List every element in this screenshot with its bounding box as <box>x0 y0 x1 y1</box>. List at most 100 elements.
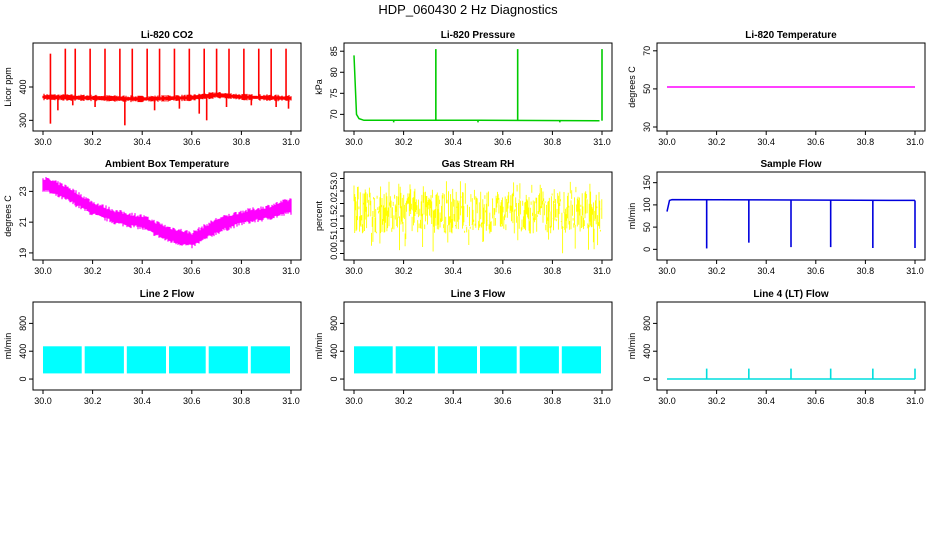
panel-frame <box>32 171 302 261</box>
y-tick-label: 100 <box>642 197 652 212</box>
series-noise <box>353 181 603 254</box>
x-tick-label: 30.6 <box>183 396 201 406</box>
y-axis-label: Licor ppm <box>3 67 13 107</box>
flow-block <box>395 346 435 374</box>
y-tick-label: 800 <box>18 316 28 331</box>
x-tick-label: 31.0 <box>906 266 924 276</box>
y-tick-label: 400 <box>18 79 28 94</box>
y-tick-label: 3.0 <box>329 172 339 185</box>
y-tick-label: 1.0 <box>329 222 339 235</box>
x-tick-label: 31.0 <box>593 396 611 406</box>
y-tick-label: 400 <box>642 344 652 359</box>
plot-area <box>353 49 603 123</box>
y-tick-label: 85 <box>329 46 339 56</box>
panel-frame <box>343 42 613 132</box>
panel-title: Line 3 Flow <box>451 289 506 300</box>
x-tick-label: 30.6 <box>183 266 201 276</box>
y-tick-label: 0 <box>642 247 652 252</box>
plot-area <box>42 48 292 126</box>
flow-block <box>208 346 248 374</box>
x-tick-label: 31.0 <box>906 137 924 147</box>
x-tick-label: 30.6 <box>807 137 825 147</box>
y-axis-label: degrees C <box>627 66 637 108</box>
y-tick-label: 50 <box>642 222 652 232</box>
x-tick-label: 30.2 <box>708 137 726 147</box>
y-tick-label: 23 <box>18 186 28 196</box>
x-tick-label: 30.4 <box>133 137 151 147</box>
x-tick-label: 31.0 <box>906 396 924 406</box>
series-band <box>42 92 292 103</box>
panel-7: Line 3 Flow ml/min 30.0 30.2 30.4 30.6 30.8 31.… <box>314 289 613 406</box>
series-line <box>353 55 600 122</box>
x-tick-label: 30.0 <box>345 137 363 147</box>
panel-title: Sample Flow <box>760 159 821 170</box>
flow-block <box>561 346 601 374</box>
y-tick-label: 70 <box>642 46 652 56</box>
x-tick-label: 30.4 <box>757 396 775 406</box>
y-axis-label: ml/min <box>627 333 637 360</box>
x-tick-label: 30.0 <box>34 137 52 147</box>
panel-frame <box>656 42 926 132</box>
y-axis-label: ml/min <box>314 333 324 360</box>
x-tick-label: 30.2 <box>395 396 413 406</box>
x-tick-label: 30.4 <box>444 266 462 276</box>
x-tick-label: 30.2 <box>708 396 726 406</box>
x-tick-label: 30.2 <box>395 137 413 147</box>
plot-area <box>354 346 601 374</box>
x-tick-label: 30.0 <box>345 396 363 406</box>
panel-3: Ambient Box Temperature degrees C 30.0 30.2… <box>3 159 302 276</box>
y-tick-label: 0 <box>329 377 339 382</box>
y-tick-label: 0.5 <box>329 235 339 248</box>
x-tick-label: 30.6 <box>183 137 201 147</box>
panel-frame <box>656 301 926 391</box>
panel-title: Line 4 (LT) Flow <box>753 289 829 300</box>
y-tick-label: 70 <box>329 109 339 119</box>
x-tick-label: 30.0 <box>34 266 52 276</box>
panel-2: Li-820 Temperature degrees C 30.0 30.2 30.4 3… <box>627 30 926 147</box>
x-tick-label: 30.8 <box>233 396 251 406</box>
plot-area <box>353 181 603 254</box>
x-tick-label: 30.2 <box>84 137 102 147</box>
y-tick-label: 30 <box>642 122 652 132</box>
x-tick-label: 30.4 <box>133 266 151 276</box>
x-tick-label: 30.6 <box>494 137 512 147</box>
y-tick-label: 50 <box>642 84 652 94</box>
series-band <box>42 177 292 249</box>
y-axis-label: degrees C <box>3 195 13 237</box>
panel-frame <box>32 42 302 132</box>
x-tick-label: 31.0 <box>282 266 300 276</box>
x-tick-label: 30.4 <box>757 266 775 276</box>
flow-block <box>354 346 393 374</box>
flow-block <box>43 346 82 374</box>
y-tick-label: 150 <box>642 175 652 190</box>
flow-block <box>519 346 559 374</box>
x-tick-label: 30.0 <box>658 396 676 406</box>
y-tick-label: 800 <box>329 316 339 331</box>
y-tick-label: 1.5 <box>329 210 339 223</box>
page-title: HDP_060430 2 Hz Diagnostics <box>378 2 558 17</box>
y-tick-label: 400 <box>18 344 28 359</box>
x-tick-label: 30.2 <box>84 396 102 406</box>
x-tick-label: 30.2 <box>708 266 726 276</box>
panel-title: Li-820 Temperature <box>745 30 837 41</box>
y-axis-label: kPa <box>314 79 324 95</box>
x-tick-label: 30.8 <box>857 396 875 406</box>
x-tick-label: 30.8 <box>233 266 251 276</box>
flow-block <box>437 346 477 374</box>
x-tick-label: 30.0 <box>658 266 676 276</box>
x-tick-label: 30.4 <box>757 137 775 147</box>
y-tick-label: 2.0 <box>329 197 339 210</box>
flow-block <box>126 346 166 374</box>
x-tick-label: 30.6 <box>807 266 825 276</box>
y-axis-label: ml/min <box>3 333 13 360</box>
x-tick-label: 30.4 <box>444 137 462 147</box>
x-tick-label: 30.8 <box>544 137 562 147</box>
y-tick-label: 300 <box>18 113 28 128</box>
plot-area <box>666 198 916 249</box>
y-axis-label: ml/min <box>627 203 637 230</box>
panel-frame <box>656 171 926 261</box>
panel-0: Li-820 CO2 Licor ppm 30.0 30.2 30.4 30.6 30.8 3… <box>3 30 302 147</box>
y-tick-label: 21 <box>18 217 28 227</box>
x-tick-label: 30.8 <box>544 396 562 406</box>
